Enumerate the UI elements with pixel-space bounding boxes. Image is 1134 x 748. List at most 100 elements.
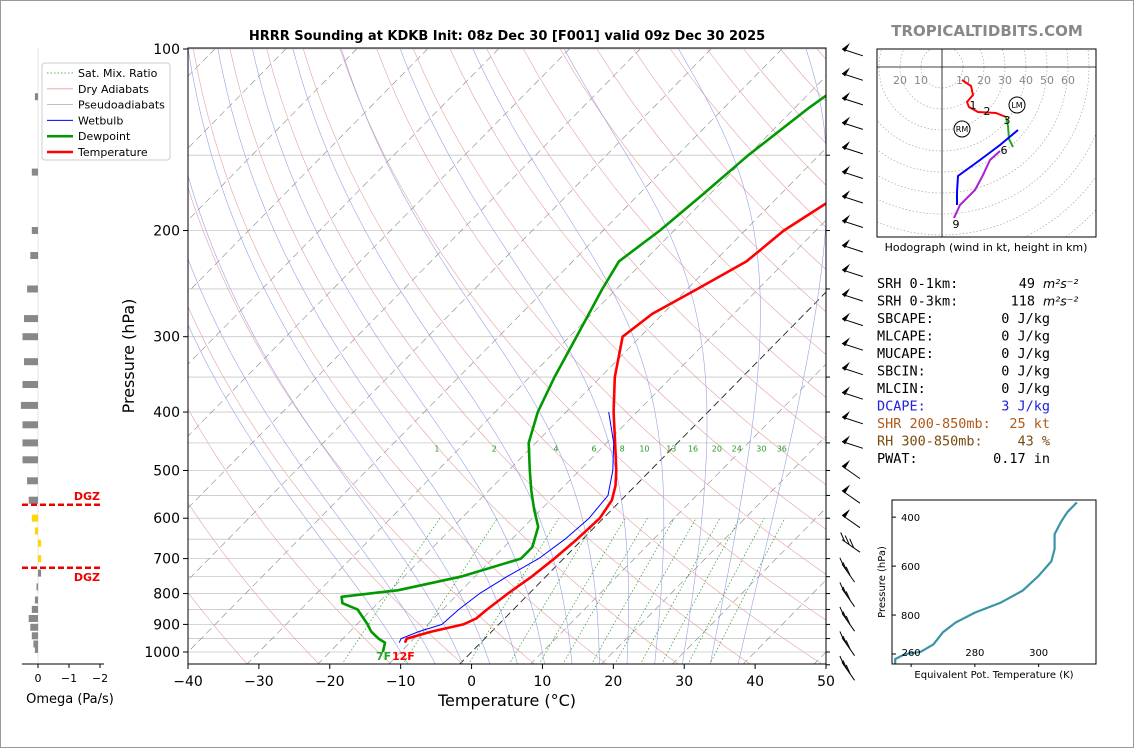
omega-bar xyxy=(31,632,38,640)
y-tick-label: 200 xyxy=(153,224,180,240)
omega-bar xyxy=(36,583,39,591)
omega-bar xyxy=(24,315,38,323)
barb-feather xyxy=(845,591,851,601)
hodograph-ring-label: 50 xyxy=(1040,74,1054,87)
stat-value: 0 J/kg xyxy=(1001,311,1050,327)
hodograph-height-label: 9 xyxy=(953,218,960,231)
chart-title: HRRR Sounding at KDKB Init: 08z Dec 30 [… xyxy=(249,29,765,44)
stat-value: 3 J/kg xyxy=(1001,399,1050,415)
barb-feather xyxy=(842,562,848,572)
dry-adiabat xyxy=(229,48,679,664)
isotherm-line xyxy=(188,48,783,653)
storm-motion-label: RM xyxy=(956,125,969,134)
barb-flag xyxy=(842,361,850,371)
dry-adiabat xyxy=(413,48,826,530)
barb-flag xyxy=(842,141,850,151)
barb-flag xyxy=(842,337,850,347)
moist-adiabat xyxy=(400,48,629,664)
mixing-ratio-line xyxy=(538,518,626,664)
moist-adiabat xyxy=(292,48,573,664)
barb-flag xyxy=(842,411,850,420)
moist-adiabat xyxy=(472,48,665,664)
stat-label: MUCAPE: xyxy=(877,346,934,362)
omega-bar xyxy=(22,333,38,341)
barb-flag xyxy=(842,484,850,494)
stat-label: SRH 0-3km: xyxy=(877,294,958,310)
hodograph-ring-label: 30 xyxy=(998,74,1012,87)
stat-value: 0 J/kg xyxy=(1001,381,1050,397)
hodograph-height-label: 2 xyxy=(984,105,991,118)
legend-entry: Dry Adiabats xyxy=(78,83,149,96)
series-temperature-line xyxy=(403,201,826,644)
moist-adiabat xyxy=(252,48,545,664)
stat-value: 0 J/kg xyxy=(1001,329,1050,345)
moist-adiabat xyxy=(564,48,708,664)
barb-feather xyxy=(845,615,851,626)
wind-barb xyxy=(841,116,864,130)
storm-motion-marker xyxy=(953,120,971,138)
isotherm-line xyxy=(459,291,826,664)
barb-flag xyxy=(842,239,850,249)
barb-flag xyxy=(842,116,850,126)
moist-adiabat xyxy=(188,324,409,664)
barb-shaft xyxy=(841,588,856,607)
barb-shaft xyxy=(841,539,861,553)
mixing-ratio-line xyxy=(709,518,786,664)
wind-barb xyxy=(841,165,864,179)
stat-value: 118 xyxy=(1011,294,1035,310)
x-tick-label: 50 xyxy=(817,674,835,690)
omega-bar xyxy=(20,401,38,409)
barb-feather xyxy=(842,611,848,621)
watermark-text: TROPICALTIDBITS.COM xyxy=(891,22,1083,40)
mixing-ratio-line xyxy=(402,518,498,664)
wind-barb xyxy=(841,141,864,155)
barb-feather xyxy=(844,535,850,545)
dry-adiabat xyxy=(559,48,826,355)
omega-bar xyxy=(38,539,42,547)
mixing-ratio-line xyxy=(468,518,560,664)
moist-adiabat xyxy=(737,48,826,664)
dry-adiabat xyxy=(486,48,826,442)
barb-feather xyxy=(839,631,845,641)
theta-x-tick-label: 260 xyxy=(902,648,921,659)
omega-bar xyxy=(34,596,38,604)
dry-adiabat xyxy=(188,186,535,664)
legend-entry: Sat. Mix. Ratio xyxy=(78,67,158,80)
dry-adiabat xyxy=(339,48,826,621)
legend-entry: Temperature xyxy=(77,146,148,159)
barb-flag xyxy=(842,165,850,175)
dry-adiabat xyxy=(596,48,826,313)
stat-unit: m²s⁻² xyxy=(1043,276,1078,291)
hodograph-caption: Hodograph (wind in kt, height in km) xyxy=(885,241,1088,254)
moist-adiabat xyxy=(341,48,600,664)
mixing-ratio-line xyxy=(661,518,741,664)
x-tick-label: 20 xyxy=(604,674,622,690)
barb-flag xyxy=(842,214,850,224)
y-tick-label: 600 xyxy=(153,511,180,527)
dry-adiabat xyxy=(188,408,392,664)
omega-bar xyxy=(31,605,38,613)
wind-barb xyxy=(841,386,864,400)
dry-adiabat xyxy=(780,48,826,102)
omega-bar xyxy=(27,477,38,485)
wind-barb xyxy=(841,239,864,253)
barb-flag xyxy=(842,386,850,396)
omega-bar xyxy=(22,381,38,388)
isotherm-line xyxy=(317,147,826,664)
isotherm-line xyxy=(742,579,826,664)
stat-value: 43 % xyxy=(1017,434,1050,450)
omega-bar xyxy=(38,555,42,563)
omega-bar xyxy=(38,569,42,577)
hodograph-ring-label: 20 xyxy=(893,74,907,87)
omega-bar xyxy=(34,527,38,535)
omega-tick-label: −1 xyxy=(61,672,77,685)
y-tick-label: 700 xyxy=(153,552,180,568)
isotherm-line xyxy=(813,651,826,664)
isotherm-line xyxy=(188,48,428,293)
theta-x-tick-label: 280 xyxy=(965,648,984,659)
dry-adiabat xyxy=(188,502,320,664)
mixing-ratio-label: 20 xyxy=(712,444,722,453)
y-tick-label: 800 xyxy=(153,587,180,603)
hodograph-ring-label: 20 xyxy=(977,74,991,87)
wind-barb xyxy=(841,92,864,106)
